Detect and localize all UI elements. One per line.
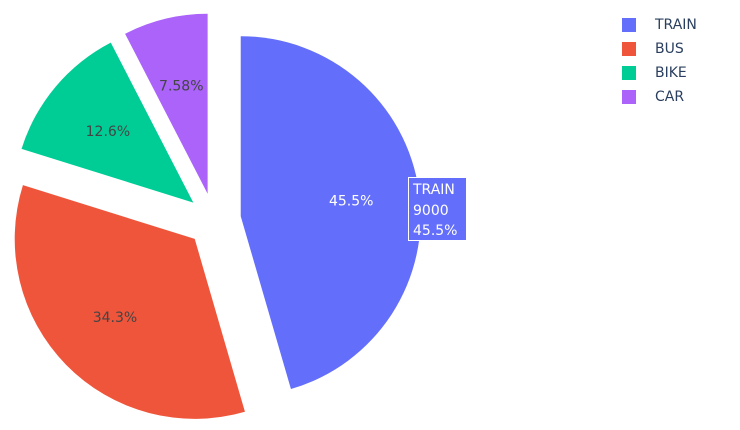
legend-swatch-train [622, 18, 636, 32]
pie-slices [14, 13, 421, 419]
legend-item-bus[interactable]: BUS [622, 40, 732, 64]
legend-swatch-bus [622, 42, 636, 56]
legend-label-car: CAR [655, 89, 685, 105]
pie-slice-car[interactable] [125, 13, 208, 194]
legend-label-bike: BIKE [655, 65, 687, 81]
pie-label-bus: 34.3% [93, 310, 137, 326]
hover-tooltip-category: TRAIN [413, 182, 455, 198]
legend-swatch-car [622, 90, 636, 104]
pie-label-bike: 12.6% [86, 124, 130, 140]
hover-tooltip-value: 9000 [413, 202, 449, 219]
legend-swatch-bike [622, 66, 636, 80]
legend-label-train: TRAIN [655, 17, 697, 33]
legend-item-train[interactable]: TRAIN [622, 16, 732, 40]
pie-slice-train[interactable] [240, 36, 421, 390]
pie-slice-bus[interactable] [14, 185, 245, 419]
pie-label-car: 7.58% [159, 78, 203, 94]
legend-label-bus: BUS [655, 41, 684, 57]
pie-slice-bike[interactable] [21, 42, 194, 203]
hover-tooltip-arrow [399, 200, 409, 216]
legend-item-bike[interactable]: BIKE [622, 64, 732, 88]
legend: TRAIN BUS BIKE CAR [622, 16, 732, 112]
hover-tooltip-percent: 45.5% [413, 223, 458, 239]
pie-labels: 45.5% 34.3% 12.6% 7.58% [86, 78, 374, 326]
hover-tooltip: TRAIN 9000 45.5% [408, 177, 467, 241]
legend-item-car[interactable]: CAR [622, 88, 732, 112]
pie-label-train: 45.5% [329, 193, 373, 209]
